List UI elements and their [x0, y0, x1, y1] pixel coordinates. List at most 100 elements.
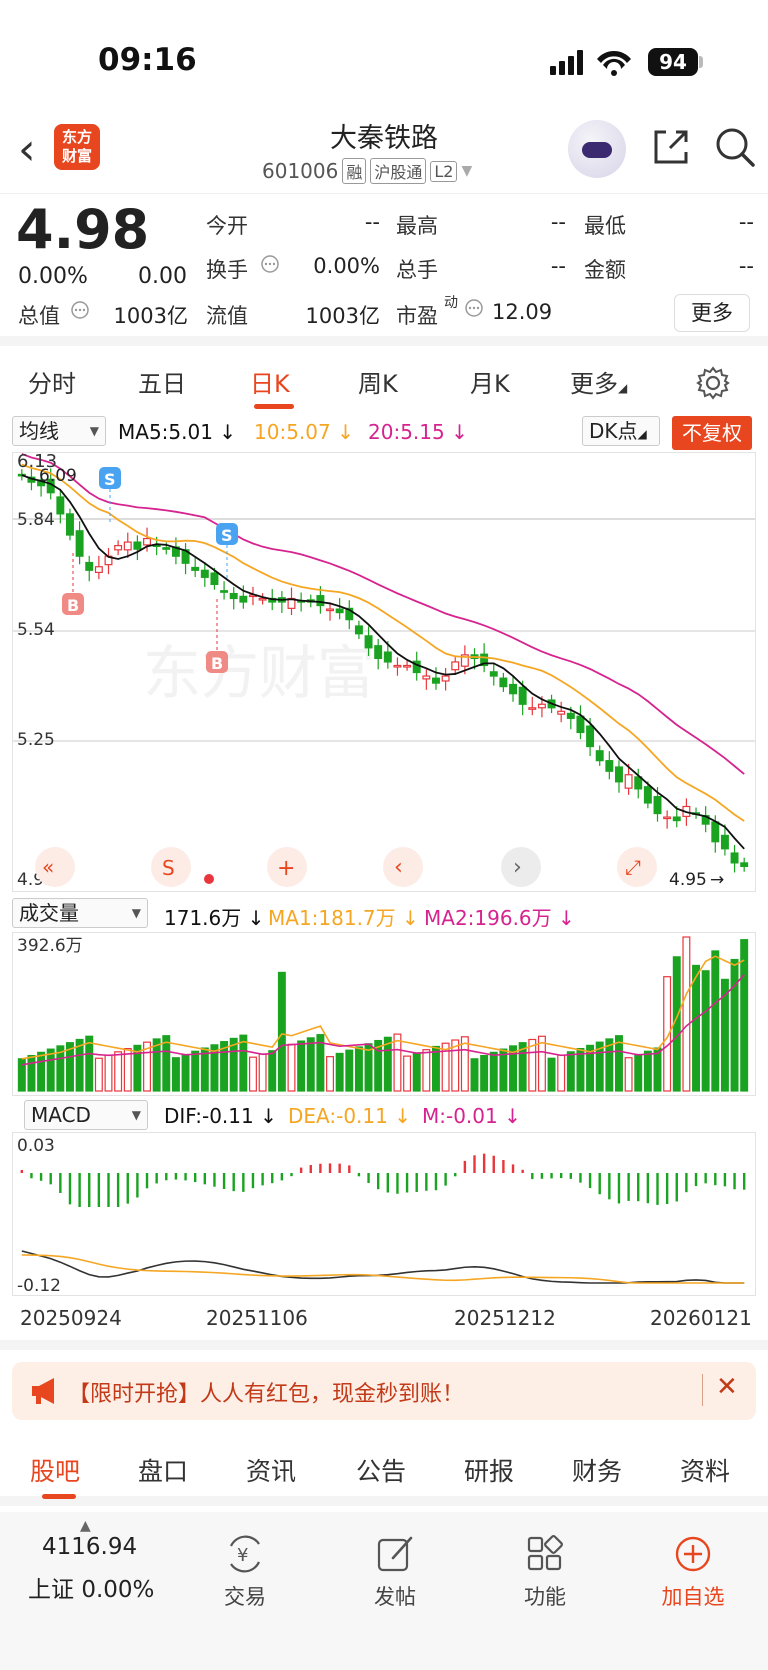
- volume-bar: [37, 1051, 46, 1092]
- tab-weekly-k[interactable]: 周K: [358, 370, 398, 398]
- stock-sub-info[interactable]: 601006 融 沪股通 L2 ▼: [262, 158, 472, 184]
- back-icon[interactable]: ‹: [18, 124, 36, 175]
- candle: [287, 587, 296, 616]
- tab-intraday[interactable]: 分时: [28, 370, 76, 398]
- macd-bar: [742, 1173, 746, 1190]
- tab-profile[interactable]: 资料: [680, 1457, 731, 1486]
- sell-marker[interactable]: S: [99, 467, 121, 523]
- macd-bar: [30, 1173, 33, 1179]
- footer-add-watchlist-button[interactable]: 加自选: [638, 1532, 748, 1611]
- tab-five-day[interactable]: 五日: [138, 370, 186, 398]
- tab-research[interactable]: 研报: [464, 1457, 515, 1486]
- buy-marker[interactable]: B: [206, 599, 228, 673]
- macd-bar: [271, 1173, 274, 1184]
- volume-bar: [509, 1045, 517, 1092]
- chevron-down-icon: ▼: [89, 424, 99, 438]
- kline-svg: 东方财富 6.13 5.84 5.54 5.25 4.95 6.09 4.95 …: [13, 451, 755, 890]
- value-low: --: [738, 210, 754, 234]
- macd-select-box: MACD ▼: [24, 1100, 148, 1130]
- share-icon[interactable]: [650, 126, 692, 168]
- volume-bar: [740, 939, 749, 1092]
- volume-bar: [239, 1034, 248, 1092]
- index-info[interactable]: 上证 0.00%: [28, 1570, 154, 1604]
- macd-bar: [714, 1173, 717, 1186]
- volume-bar: [249, 1056, 257, 1092]
- dk-point-select[interactable]: DK点◢: [582, 416, 660, 446]
- tab-news[interactable]: 资讯: [246, 1457, 297, 1486]
- scroll-left-button[interactable]: ‹: [383, 847, 423, 887]
- macd-chart[interactable]: 0.03 -0.12: [12, 1132, 756, 1296]
- macd-bar: [348, 1165, 351, 1173]
- footer-post-button[interactable]: 发帖: [340, 1532, 450, 1611]
- tab-pankou[interactable]: 盘口: [138, 1457, 189, 1486]
- tab-announcements[interactable]: 公告: [356, 1457, 407, 1486]
- candle: [605, 751, 614, 780]
- indicator-select[interactable]: 均线 ▼: [12, 416, 106, 446]
- stock-header: ‹ 东方 财富 大秦铁路 601006 融 沪股通 L2 ▼: [0, 110, 768, 194]
- volume-chart[interactable]: 392.6万: [12, 932, 756, 1096]
- volume-indicator-select[interactable]: 成交量 ▼: [12, 898, 150, 928]
- date-label: 20251106: [206, 1306, 308, 1330]
- close-icon[interactable]: ✕: [716, 1372, 738, 1402]
- watermark-text: 东方财富: [143, 639, 375, 707]
- tab-guba[interactable]: 股吧: [30, 1457, 81, 1486]
- volume-bar: [432, 1045, 440, 1092]
- macd-bar: [261, 1173, 264, 1186]
- tab-daily-k[interactable]: 日K: [250, 370, 290, 398]
- volume-bar: [152, 1038, 161, 1092]
- assistant-robot-icon[interactable]: [568, 120, 626, 178]
- candle: [499, 672, 508, 692]
- fullscreen-button[interactable]: ⤢: [617, 847, 657, 887]
- battery-nub: [699, 56, 703, 68]
- index-value[interactable]: 4116.94: [42, 1534, 138, 1560]
- sell-marker[interactable]: S: [216, 523, 238, 579]
- volume-bar: [277, 971, 286, 1092]
- candle: [374, 639, 383, 670]
- stock-name: 大秦铁路: [330, 123, 438, 154]
- value-total-value: 1003亿: [113, 304, 188, 328]
- search-icon[interactable]: [714, 126, 756, 168]
- candle: [489, 663, 498, 686]
- dif-line: [21, 1250, 745, 1284]
- ma5-line: [21, 474, 745, 850]
- dea-legend: DEA:-0.11 ↓: [288, 1104, 411, 1128]
- info-icon[interactable]: [260, 254, 280, 274]
- macd-bar: [116, 1173, 120, 1207]
- value-volume: --: [550, 254, 566, 278]
- triangle-up-icon: ▲: [80, 1518, 91, 1534]
- volume-bar: [46, 1048, 55, 1092]
- scroll-right-button[interactable]: ›: [501, 847, 541, 887]
- macd-bar: [299, 1167, 303, 1173]
- footer-function-label: 功能: [524, 1585, 566, 1609]
- stock-code: 601006: [262, 159, 339, 183]
- ma20-legend: 20:5.15 ↓: [368, 420, 468, 444]
- info-icon[interactable]: [464, 298, 484, 318]
- macd-bar: [588, 1173, 592, 1189]
- no-adjust-button[interactable]: 不复权: [672, 416, 752, 450]
- info-icon[interactable]: [70, 300, 90, 320]
- candle: [701, 806, 710, 833]
- vol-ma2-legend: MA2:196.6万 ↓: [424, 906, 575, 930]
- tab-finance[interactable]: 财务: [572, 1457, 623, 1486]
- zoom-in-button[interactable]: +: [267, 847, 307, 887]
- tag-l2: L2: [430, 160, 458, 182]
- footer-function-button[interactable]: 功能: [490, 1532, 600, 1611]
- kline-chart[interactable]: 东方财富 6.13 5.84 5.54 5.25 4.95 6.09 4.95 …: [12, 451, 756, 892]
- more-quote-button[interactable]: 更多: [674, 294, 750, 332]
- volume-bar: [653, 1047, 662, 1092]
- macd-bar: [20, 1170, 24, 1173]
- index-change: 0.00%: [81, 1577, 155, 1603]
- pe-sup: 动: [444, 295, 458, 311]
- tab-monthly-k[interactable]: 月K: [470, 370, 510, 398]
- candle: [56, 488, 65, 524]
- volume-bar: [306, 1037, 315, 1092]
- macd-indicator-select[interactable]: MACD ▼: [24, 1100, 148, 1130]
- buy-marker[interactable]: B: [62, 553, 84, 615]
- settings-gear-icon[interactable]: [696, 366, 730, 400]
- footer-trade-button[interactable]: ¥ 交易: [190, 1532, 300, 1611]
- s-marker-toggle-button[interactable]: S: [151, 847, 191, 887]
- promo-banner[interactable]: 【限时开抢】人人有红包，现金秒到账！ ✕: [12, 1362, 756, 1420]
- scroll-left-fast-button[interactable]: «: [35, 847, 75, 887]
- macd-bar: [473, 1155, 476, 1173]
- tab-more[interactable]: 更多◢: [570, 364, 627, 399]
